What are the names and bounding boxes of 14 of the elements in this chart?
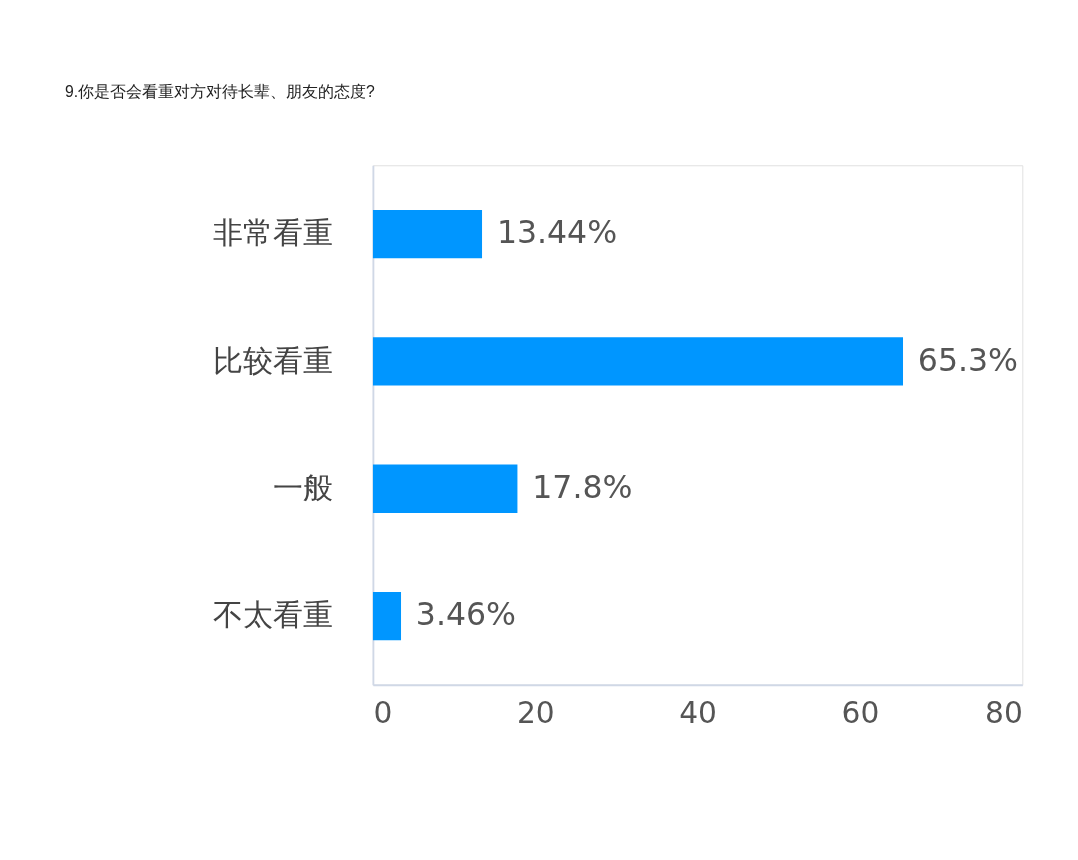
x-tick-label: 0 — [373, 695, 393, 731]
x-tick-label: 60 — [841, 695, 880, 731]
data-label: 13.44% — [496, 214, 618, 251]
x-tick-label: 20 — [516, 695, 555, 731]
y-tick-label: 不太看重 — [212, 598, 333, 632]
y-tick-label: 比较看重 — [212, 343, 333, 377]
y-tick-label: 一般 — [272, 471, 333, 505]
x-tick-label: 80 — [985, 695, 1023, 731]
y-tick-label: 非常看重 — [212, 216, 333, 250]
data-label: 65.3% — [917, 341, 1019, 378]
x-tick-label: 40 — [679, 695, 717, 731]
text: 9.你是否会看重对方对待长辈、朋友的态度? — [64, 82, 376, 100]
data-label: 3.46% — [415, 596, 517, 633]
data-label: 17.8% — [532, 469, 633, 506]
